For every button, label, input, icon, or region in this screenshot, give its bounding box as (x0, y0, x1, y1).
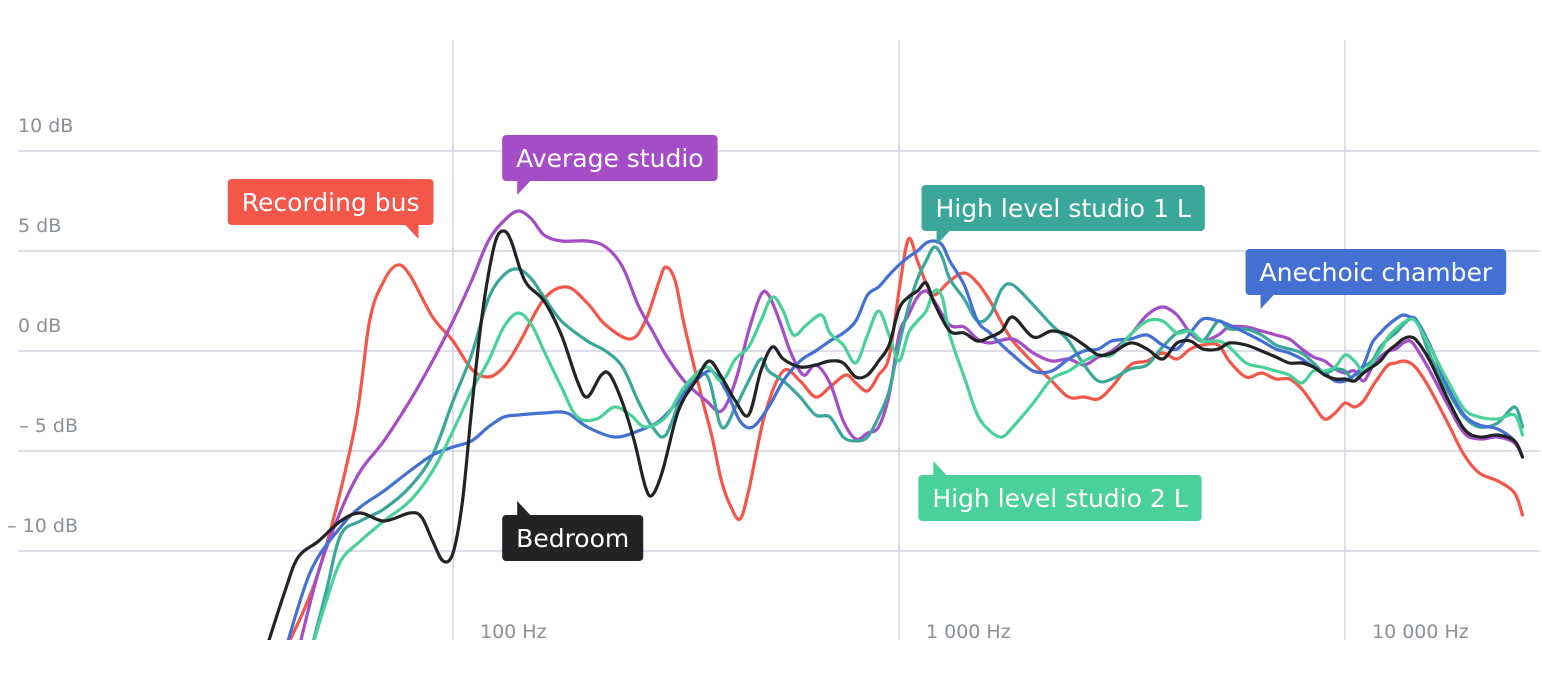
y-tick-label: – 5 dB (19, 415, 78, 437)
series-label-bedroom: Bedroom (502, 501, 644, 561)
series-label-pointer (936, 230, 951, 245)
series-line-average-studio (299, 209, 1525, 640)
series-label-box (918, 475, 1202, 521)
series-lines (267, 209, 1525, 640)
series-label-box (502, 515, 644, 561)
series-label-box (502, 135, 718, 181)
series-label-pointer (517, 501, 532, 516)
grid (18, 40, 1540, 640)
series-label-pointer (404, 224, 419, 239)
series-label-text: High level studio 2 L (932, 484, 1187, 513)
y-axis-ticks: 10 dB 5 dB 0 dB – 5 dB – 10 dB (7, 115, 78, 537)
series-label-box (227, 179, 434, 225)
y-tick-label: 0 dB (18, 315, 61, 337)
series-line-anechoic-chamber (286, 239, 1525, 640)
series-label-average-studio: Average studio (502, 135, 718, 195)
series-label-pointer (517, 180, 532, 195)
series-label-pointer (1260, 294, 1275, 309)
y-tick-label: 10 dB (18, 115, 73, 137)
series-label-box (1245, 249, 1507, 295)
series-line-high-level-studio-1-l (312, 245, 1525, 640)
series-label-box (921, 185, 1205, 231)
series-label-recording-bus: Recording bus (227, 179, 434, 239)
series-label-text: Bedroom (516, 524, 629, 553)
y-tick-label: – 10 dB (7, 515, 78, 537)
x-tick-label: 100 Hz (480, 621, 547, 643)
series-label-text: High level studio 1 L (936, 194, 1191, 223)
series-label-text: Average studio (516, 144, 703, 173)
series-label-high-level-studio-1-l: High level studio 1 L (921, 185, 1205, 245)
series-label-anechoic-chamber: Anechoic chamber (1245, 249, 1507, 309)
x-axis-ticks: 100 Hz 1 000 Hz 10 000 Hz (480, 621, 1469, 643)
series-label-text: Anechoic chamber (1260, 258, 1493, 287)
x-tick-label: 1 000 Hz (926, 621, 1011, 643)
y-tick-label: 5 dB (18, 215, 61, 237)
series-line-bedroom (267, 229, 1525, 640)
series-label-high-level-studio-2-l: High level studio 2 L (918, 461, 1202, 521)
series-label-pointer (933, 461, 948, 476)
series-labels: Recording bus Average studio High level st… (227, 135, 1507, 561)
series-line-high-level-studio-2-l (312, 288, 1525, 640)
series-label-text: Recording bus (242, 188, 420, 217)
x-tick-label: 10 000 Hz (1372, 621, 1469, 643)
